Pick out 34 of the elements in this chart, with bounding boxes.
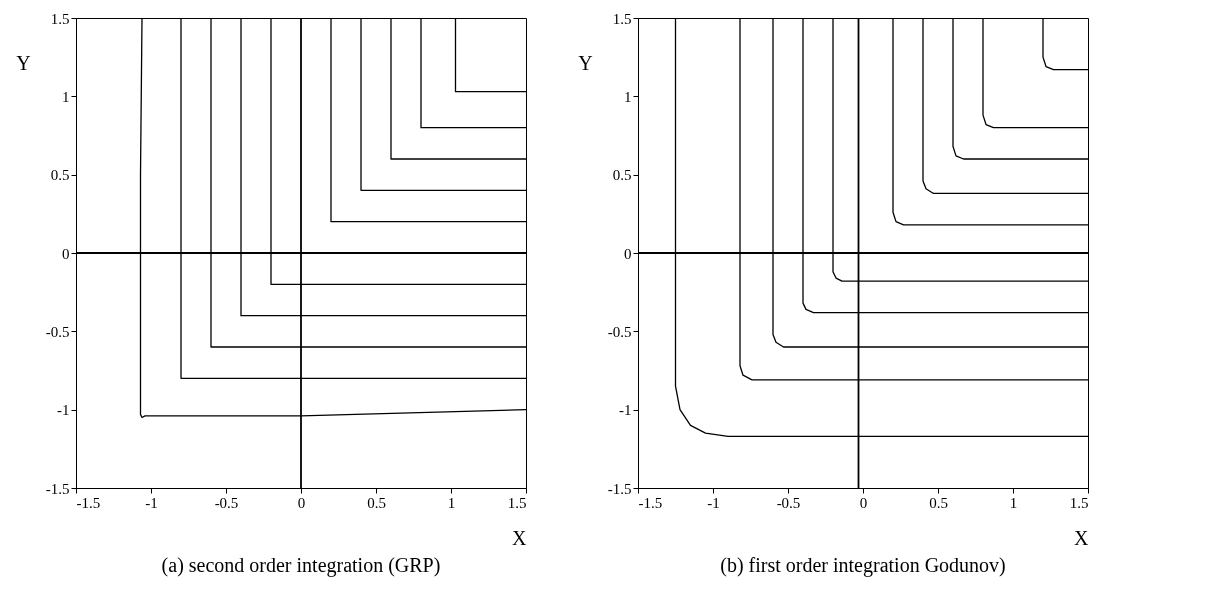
y-tick-label: 0 [62, 245, 70, 262]
y-tick-label: 0 [624, 245, 632, 262]
x-tick-label: 0 [859, 494, 868, 511]
y-tick-label: -1 [57, 402, 70, 419]
y-tick-label: 1.5 [50, 10, 70, 27]
y-tick-label: 1 [62, 88, 70, 105]
x-tick-label: -1 [707, 494, 720, 511]
y-tick-label: -1.5 [45, 480, 70, 497]
x-tick-label: 1.5 [1069, 494, 1089, 511]
y-tick-label: -0.5 [607, 323, 632, 340]
y-axis-title: Y [578, 51, 593, 74]
x-tick-label: 1.5 [507, 494, 527, 511]
text: (b) first order integration Godunov) [720, 554, 1006, 577]
y-tick-label: -0.5 [45, 323, 70, 340]
x-tick-label: 0 [297, 494, 306, 511]
x-tick-label: -0.5 [776, 494, 801, 511]
x-tick-label: -0.5 [214, 494, 239, 511]
x-tick-label: -1.5 [76, 494, 101, 511]
x-tick-label: 1 [447, 494, 456, 511]
y-tick-label: -1 [619, 402, 632, 419]
x-tick-label: 1 [1009, 494, 1018, 511]
y-tick-label: 0.5 [612, 167, 632, 184]
y-axis-title: Y [16, 51, 31, 74]
x-axis-title: X [512, 526, 528, 549]
y-tick-label: 1 [624, 88, 632, 105]
x-tick-label: 0.5 [929, 494, 948, 511]
x-axis-title: X [1074, 526, 1090, 549]
x-tick-label: -1 [145, 494, 158, 511]
y-tick-label: 1.5 [612, 10, 632, 27]
x-tick-label: -1.5 [638, 494, 663, 511]
y-tick-label: -1.5 [607, 480, 632, 497]
y-tick-label: 0.5 [50, 167, 70, 184]
text: (a) second order integration (GRP) [161, 554, 441, 577]
x-tick-label: 0.5 [367, 494, 386, 511]
